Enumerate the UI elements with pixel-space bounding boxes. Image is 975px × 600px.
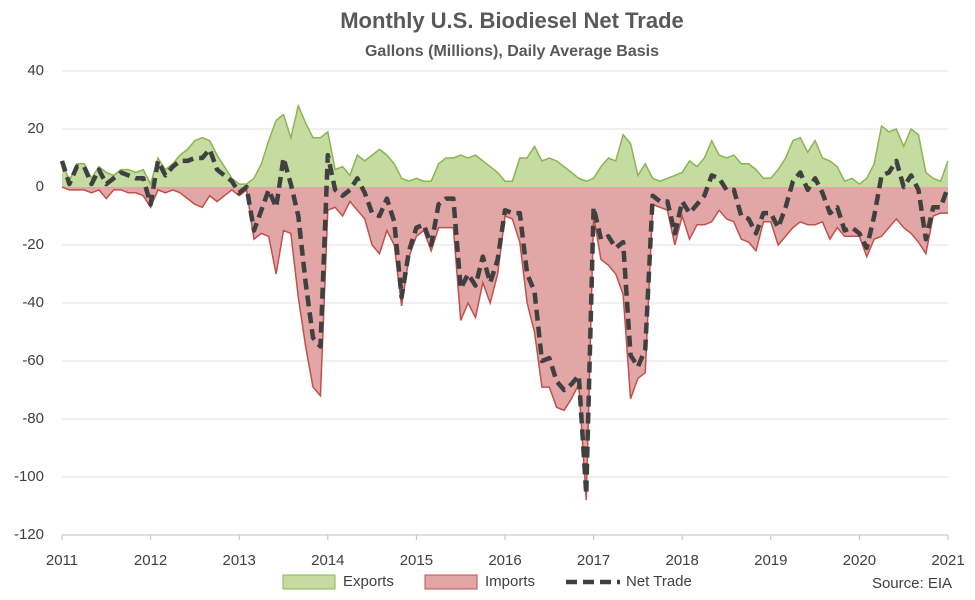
area-fill: [62, 187, 948, 501]
net-line: [59, 147, 951, 497]
y-tick-label: 20: [27, 120, 44, 137]
x-tick-label: 2014: [311, 552, 344, 569]
legend-swatch: [424, 574, 478, 590]
chart-title: Monthly U.S. Biodiesel Net Trade: [340, 8, 684, 33]
area-line: [61, 103, 949, 187]
x-tick-label: 2020: [843, 552, 876, 569]
x-tick-label: 2017: [577, 552, 610, 569]
legend-swatch: [282, 574, 336, 590]
legend-label: Net Trade: [626, 573, 692, 590]
legend-label: Exports: [343, 573, 394, 590]
y-tick-label: -20: [22, 236, 44, 253]
x-tick-label: 2012: [134, 552, 167, 569]
y-tick-label: -40: [22, 294, 44, 311]
x-tick-label: 2018: [666, 552, 699, 569]
chart-subtitle: Gallons (Millions), Daily Average Basis: [365, 43, 659, 60]
y-tick-label: -60: [22, 352, 44, 369]
source-note: Source: EIA: [872, 575, 952, 592]
x-tick-label: 2016: [488, 552, 521, 569]
y-tick-label: -80: [22, 410, 44, 427]
x-tick-label: 2015: [400, 552, 433, 569]
y-tick-label: 40: [27, 62, 44, 79]
x-tick-label: 2019: [754, 552, 787, 569]
area-fill: [62, 105, 948, 187]
y-tick-label: -100: [14, 468, 44, 485]
area-line: [61, 186, 948, 501]
x-tick-label: 2021: [931, 552, 964, 569]
legend-label: Imports: [485, 573, 535, 590]
y-tick-label: -120: [14, 526, 44, 543]
y-tick-label: 0: [36, 178, 44, 195]
x-tick-label: 2011: [46, 552, 78, 569]
x-tick-label: 2013: [223, 552, 256, 569]
